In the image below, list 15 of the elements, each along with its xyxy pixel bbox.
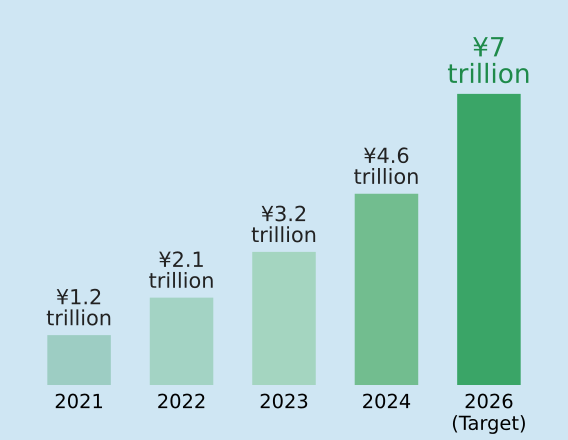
bar (354, 194, 418, 385)
bar (457, 94, 521, 385)
x-tick-label: 2023 (260, 394, 308, 408)
x-tick-label: 2026 (Target) (452, 394, 525, 434)
data-label: ¥3.2 trillion (252, 206, 316, 242)
x-tick-label: 2021 (56, 394, 102, 408)
x-tick-label: 2024 (363, 394, 410, 408)
data-label: ¥1.2 trillion (46, 288, 110, 326)
x-tick-label: 2022 (158, 394, 204, 408)
bar (150, 298, 214, 385)
bar (252, 252, 316, 385)
data-label: ¥2.1 trillion (149, 251, 213, 288)
data-label: ¥7 trillion (448, 37, 528, 84)
data-label: ¥4.6 trillion (354, 147, 418, 184)
bar (47, 335, 111, 385)
